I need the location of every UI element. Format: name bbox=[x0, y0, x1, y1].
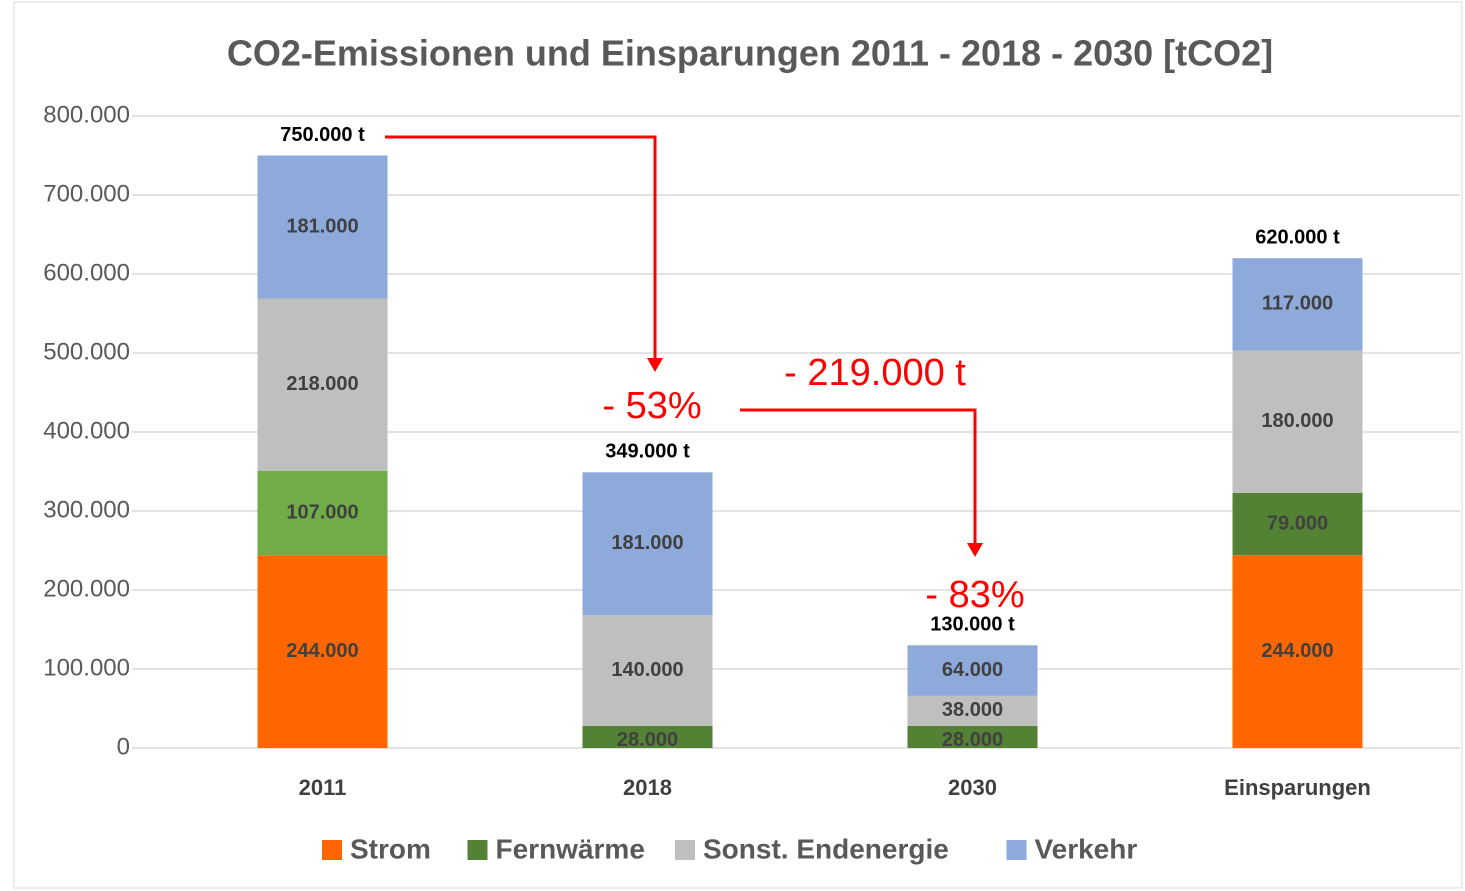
legend-label: Verkehr bbox=[1035, 833, 1138, 864]
bar-segment bbox=[582, 615, 713, 726]
bar-segment bbox=[1232, 258, 1363, 351]
bar-segment bbox=[907, 695, 1038, 726]
bar-segment bbox=[1232, 555, 1363, 748]
data-label: 117.000 bbox=[1262, 293, 1333, 315]
legend-swatch bbox=[322, 840, 342, 860]
bar-segment bbox=[257, 155, 388, 299]
data-label: 107.000 bbox=[286, 501, 358, 523]
arrow bbox=[740, 408, 977, 545]
data-label: 218.000 bbox=[286, 373, 358, 395]
x-tick-label: Einsparungen bbox=[1224, 775, 1371, 800]
legend-swatch bbox=[675, 840, 695, 860]
bar-segment bbox=[257, 555, 388, 748]
y-tick-label: 800.000 bbox=[43, 101, 130, 128]
total-label: 620.000 t bbox=[1255, 226, 1340, 248]
arrow-head bbox=[967, 543, 983, 557]
total-label: 750.000 t bbox=[280, 124, 365, 146]
annotation: - 53% bbox=[602, 385, 701, 427]
data-label: 64.000 bbox=[942, 659, 1003, 681]
y-tick-label: 200.000 bbox=[43, 575, 130, 602]
bar-segment bbox=[1232, 492, 1363, 556]
x-tick-label: 2011 bbox=[299, 775, 347, 800]
legend-swatch bbox=[467, 840, 488, 860]
data-label: 180.000 bbox=[1261, 410, 1333, 432]
data-label: 244.000 bbox=[286, 640, 358, 662]
arrow-head bbox=[647, 358, 663, 372]
data-label: 79.000 bbox=[1267, 512, 1328, 534]
bar-segment bbox=[582, 725, 713, 748]
data-label: 181.000 bbox=[611, 532, 683, 554]
bar-segment bbox=[582, 472, 713, 616]
y-tick-label: 600.000 bbox=[43, 259, 130, 286]
data-label: 140.000 bbox=[611, 659, 683, 681]
y-tick-label: 700.000 bbox=[43, 180, 130, 207]
annotation: - 83% bbox=[925, 574, 1024, 616]
chart-frame bbox=[13, 1, 1463, 889]
x-tick-label: 2018 bbox=[623, 775, 672, 800]
data-label: 181.000 bbox=[286, 215, 358, 237]
legend-label: Strom bbox=[350, 833, 431, 864]
y-tick-label: 500.000 bbox=[43, 338, 130, 365]
y-tick-label: 400.000 bbox=[43, 417, 130, 444]
data-label: 244.000 bbox=[1261, 640, 1333, 662]
bar-segment bbox=[257, 470, 388, 556]
y-tick-label: 0 bbox=[117, 733, 130, 760]
arrow bbox=[385, 135, 657, 360]
annotation: - 219.000 t bbox=[784, 352, 966, 394]
y-tick-label: 100.000 bbox=[43, 654, 130, 681]
y-tick-label: 300.000 bbox=[43, 496, 130, 523]
legend-label: Fernwärme bbox=[496, 833, 645, 864]
total-label: 349.000 t bbox=[605, 441, 690, 463]
arrows bbox=[385, 135, 977, 545]
legend-swatch bbox=[1006, 840, 1027, 860]
bar-segment bbox=[1232, 350, 1363, 493]
bar-segment bbox=[257, 298, 388, 471]
chart-title: CO2-Emissionen und Einsparungen 2011 - 2… bbox=[227, 33, 1273, 74]
data-label: 28.000 bbox=[942, 729, 1003, 751]
bar-segment bbox=[907, 645, 1038, 696]
data-label: 38.000 bbox=[942, 699, 1003, 721]
bar-segment bbox=[907, 725, 1038, 748]
data-label: 28.000 bbox=[617, 729, 678, 751]
x-tick-label: 2030 bbox=[948, 775, 997, 800]
legend-label: Sonst. Endenergie bbox=[703, 833, 949, 864]
total-label: 130.000 t bbox=[930, 614, 1015, 636]
